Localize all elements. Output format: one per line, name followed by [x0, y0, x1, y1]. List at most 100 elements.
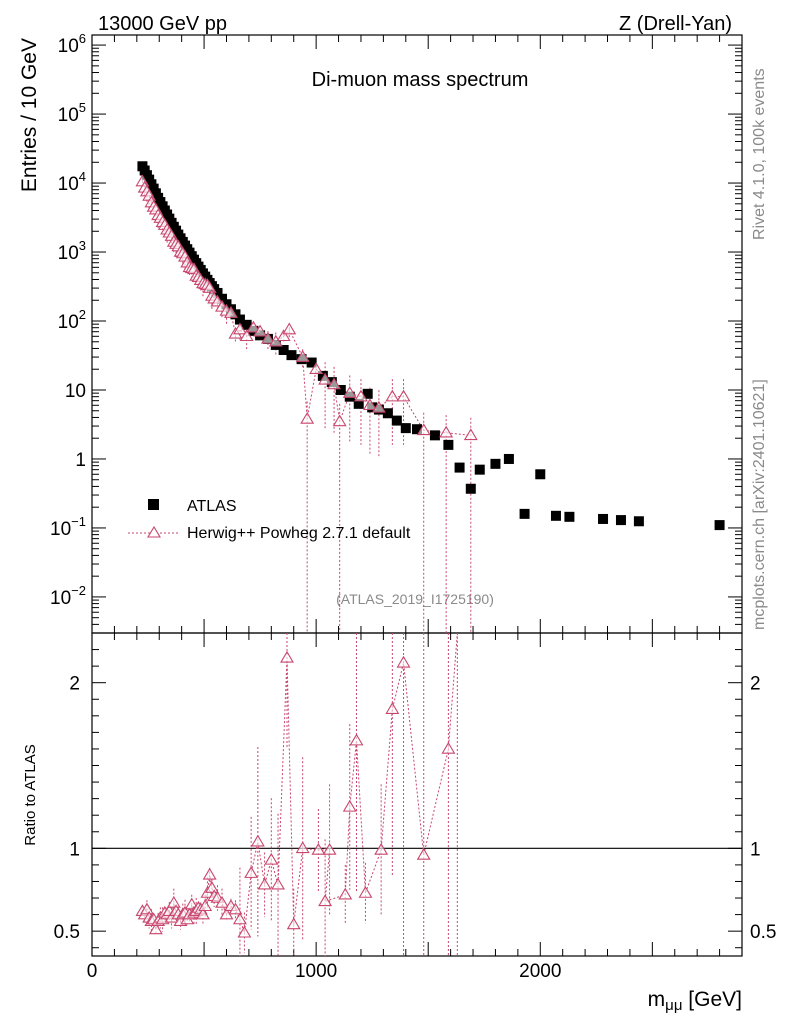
mc-point: [327, 377, 342, 390]
ratio-point: [295, 841, 310, 854]
legend-mc-label: Herwig++ Powheg 2.7.1 default: [187, 525, 411, 542]
data-point: [234, 314, 245, 325]
side-label-top: Rivet 4.1.0, 100k events: [751, 68, 768, 240]
mc-point: [396, 389, 411, 402]
data-point: [465, 483, 476, 494]
ratio-point: [396, 655, 411, 668]
data-point: [598, 513, 609, 524]
mc-point: [232, 322, 247, 335]
legend-data-marker: [148, 499, 159, 510]
data-point: [241, 319, 252, 330]
header-left: 13000 GeV pp: [98, 13, 227, 35]
ratio-point: [318, 894, 333, 907]
ratio-point: [139, 902, 154, 915]
mc-point: [224, 306, 238, 318]
ratio-line: [142, 632, 458, 933]
data-point: [382, 408, 393, 419]
data-point: [474, 464, 485, 475]
ratio-y-tick-label: 1: [69, 839, 80, 860]
y-tick-label-base: 10: [58, 105, 79, 126]
data-point: [714, 520, 725, 531]
ratio-point: [215, 895, 229, 908]
y-tick-label: 104: [58, 169, 86, 195]
y-tick-label: 10: [65, 381, 86, 402]
data-point: [615, 515, 626, 526]
legend-mc-marker: [147, 525, 161, 538]
mc-point: [295, 349, 310, 362]
data-point: [519, 508, 530, 519]
mc-point: [309, 362, 324, 374]
main-series: [135, 161, 725, 531]
ratio-point: [232, 912, 247, 925]
mc-line: [141, 181, 471, 436]
legend: ATLAS Herwig++ Powheg 2.7.1 default: [128, 498, 411, 542]
ratio-point: [342, 799, 357, 812]
y-tick-label: 10−1: [50, 514, 86, 540]
data-point: [490, 458, 501, 469]
data-point: [335, 384, 346, 395]
data-point: [317, 370, 328, 381]
ratio-point: [250, 834, 265, 847]
legend-data-label: ATLAS: [187, 498, 237, 515]
y-tick-label-exp: −1: [71, 514, 86, 529]
mc-point: [332, 414, 347, 427]
ratio-point: [311, 842, 326, 855]
ratio-point: [286, 917, 301, 930]
data-point: [353, 398, 364, 409]
ratio-point: [198, 899, 213, 912]
y-tick-label-exp: 2: [79, 307, 86, 322]
data-point: [550, 510, 561, 521]
ratio-series: [135, 632, 458, 956]
y-tick-label-exp: 4: [79, 169, 86, 184]
data-point: [443, 439, 454, 450]
data-point: [412, 424, 422, 435]
mc-point: [260, 331, 275, 344]
y-tick-label-base: 10: [58, 243, 79, 264]
mc-point: [362, 398, 377, 411]
y-tick-label: 10−2: [50, 583, 86, 609]
y-tick-label: 106: [58, 31, 86, 57]
ratio-frame: [91, 632, 743, 957]
ratio-ticks: [91, 633, 742, 956]
x-tick-label: 2000: [519, 961, 561, 982]
y-tick-label-exp: 6: [79, 31, 86, 46]
mc-point: [439, 425, 454, 438]
y-tick-label: 103: [58, 238, 86, 264]
data-point: [212, 287, 223, 298]
y-tick-label-exp: 5: [79, 100, 86, 115]
x-axis-label: mμμ [GeV]: [648, 988, 742, 1014]
ratio-point: [264, 852, 279, 865]
mc-point: [202, 281, 217, 293]
mc-point: [354, 389, 368, 402]
data-point: [535, 469, 546, 480]
data-point: [278, 344, 289, 355]
mc-point: [282, 322, 297, 335]
analysis-tag: (ATLAS_2019_I1725190): [336, 591, 494, 607]
mc-point: [342, 386, 357, 398]
mc-point: [318, 372, 333, 385]
mc-point: [276, 329, 291, 342]
ratio-point: [385, 702, 400, 714]
data-point: [362, 388, 373, 399]
x-tick-label: 0: [87, 961, 98, 982]
x-tick-label: 1000: [295, 961, 337, 982]
mc-point: [416, 423, 431, 436]
header-right: Z (Drell-Yan): [619, 13, 732, 35]
ratio-point: [271, 877, 285, 890]
ratio-point: [184, 897, 199, 910]
data-point: [400, 423, 411, 434]
main-ticks: [91, 35, 742, 634]
ratio-point: [202, 867, 217, 880]
ratio-point: [228, 902, 243, 915]
y-tick-label-exp: 3: [79, 238, 86, 253]
mc-point: [300, 411, 315, 424]
main-ylabel: Entries / 10 GeV: [18, 38, 41, 192]
ratio-point: [322, 842, 337, 855]
y-tick-label: 102: [58, 307, 86, 333]
ratio-point: [244, 866, 259, 878]
ratio-point: [148, 922, 163, 935]
ratio-point: [338, 887, 353, 900]
ratio-point: [280, 650, 294, 663]
